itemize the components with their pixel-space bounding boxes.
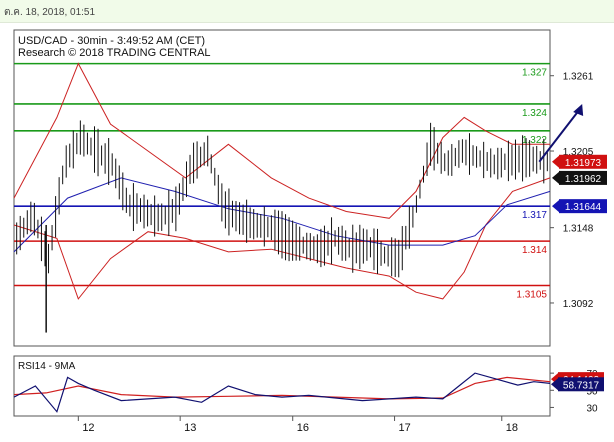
upper-band-line xyxy=(13,62,550,219)
y-tick-label: 1.3092 xyxy=(563,299,594,310)
level-label-4: 1.314 xyxy=(522,245,547,256)
rsi-badge-label: 58.7317 xyxy=(563,380,600,391)
y-tick-label: 1.3261 xyxy=(563,72,594,83)
main-plot-frame xyxy=(13,29,551,347)
moving-average-line xyxy=(13,177,551,253)
projection-arrow-line xyxy=(538,109,580,163)
price-badge-label: 1.31644 xyxy=(565,202,602,213)
rsi-ma-line xyxy=(13,376,551,400)
level-label-3: 1.317 xyxy=(522,210,547,221)
y-tick-label: 1.3148 xyxy=(563,224,594,235)
price-badge xyxy=(559,170,607,185)
rsi-badge-pointer xyxy=(551,378,558,391)
rsi-badge xyxy=(558,377,604,392)
x-tick-label: 12 xyxy=(82,422,94,434)
y-tick-label: 1.3205 xyxy=(563,147,594,158)
price-badge-pointer xyxy=(552,155,559,168)
timestamp-label: ต.ค. 18, 2018, 01:51 xyxy=(4,7,96,18)
x-tick-label: 16 xyxy=(297,422,309,434)
timestamp-bar: ต.ค. 18, 2018, 01:51 xyxy=(0,0,614,23)
level-label-5: 1.3105 xyxy=(516,289,547,300)
x-tick-label: 13 xyxy=(184,422,196,434)
x-tick-label: 18 xyxy=(506,422,518,434)
rsi-plot-frame xyxy=(13,355,551,417)
level-label-0: 1.327 xyxy=(522,68,547,79)
rsi-line xyxy=(13,372,551,413)
rsi-y-tick-label: 30 xyxy=(586,403,598,414)
price-badge-pointer xyxy=(552,171,559,184)
rsi-y-tick-label: 50 xyxy=(586,386,598,397)
main-chart-title: USD/CAD - 30min - 3:49:52 AM (CET) xyxy=(18,35,205,47)
lower-band-line xyxy=(13,177,551,300)
level-label-2: 1.322 xyxy=(522,135,547,146)
rsi-title: RSI14 - 9MA xyxy=(18,361,76,372)
main-chart-subtitle: Research © 2018 TRADING CENTRAL xyxy=(18,47,211,59)
price-badge xyxy=(559,154,607,169)
price-badge-label: 1.31973 xyxy=(565,158,602,169)
price-badge xyxy=(559,199,607,214)
price-badge-label: 1.31962 xyxy=(565,174,602,185)
level-label-1: 1.324 xyxy=(522,108,547,119)
x-tick-label: 17 xyxy=(399,422,411,434)
projection-arrow-head xyxy=(573,103,584,116)
price-badge-pointer xyxy=(552,200,559,213)
